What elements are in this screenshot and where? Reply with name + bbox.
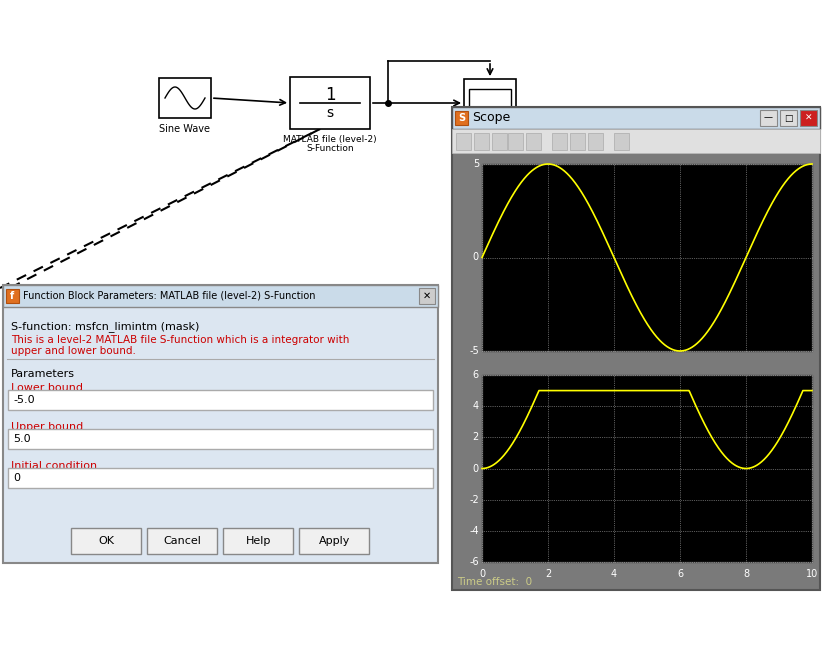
- Text: 0: 0: [473, 463, 479, 474]
- Text: 1: 1: [325, 86, 335, 104]
- Text: —: —: [764, 113, 773, 122]
- FancyBboxPatch shape: [454, 155, 818, 570]
- FancyBboxPatch shape: [800, 110, 817, 126]
- Text: 10: 10: [806, 569, 818, 579]
- Text: 0: 0: [479, 569, 485, 579]
- Text: □: □: [784, 113, 793, 122]
- Text: Cancel: Cancel: [163, 536, 201, 546]
- FancyBboxPatch shape: [8, 429, 433, 449]
- Text: upper and lower bound.: upper and lower bound.: [11, 346, 136, 356]
- Text: 5.0: 5.0: [13, 434, 30, 444]
- Text: Function Block Parameters: MATLAB file (level-2) S-Function: Function Block Parameters: MATLAB file (…: [23, 291, 316, 301]
- Text: Apply: Apply: [319, 536, 350, 546]
- Text: MATLAB file (level-2): MATLAB file (level-2): [283, 135, 377, 144]
- FancyBboxPatch shape: [290, 77, 370, 129]
- FancyBboxPatch shape: [508, 133, 523, 150]
- FancyBboxPatch shape: [552, 133, 567, 150]
- FancyBboxPatch shape: [526, 133, 541, 150]
- FancyBboxPatch shape: [760, 110, 777, 126]
- Text: 2: 2: [473, 432, 479, 442]
- FancyBboxPatch shape: [159, 78, 211, 118]
- FancyBboxPatch shape: [452, 129, 820, 153]
- Text: Scope: Scope: [472, 111, 510, 124]
- Text: Help: Help: [246, 536, 271, 546]
- FancyBboxPatch shape: [147, 528, 218, 554]
- FancyBboxPatch shape: [492, 133, 507, 150]
- FancyBboxPatch shape: [464, 79, 516, 127]
- FancyBboxPatch shape: [0, 0, 824, 198]
- Text: 6: 6: [677, 569, 683, 579]
- Text: f: f: [11, 291, 15, 301]
- Text: Parameters: Parameters: [11, 369, 75, 379]
- FancyBboxPatch shape: [419, 288, 435, 304]
- Text: OK: OK: [99, 536, 115, 546]
- Text: -5.0: -5.0: [13, 395, 35, 405]
- FancyBboxPatch shape: [482, 164, 812, 351]
- FancyBboxPatch shape: [8, 390, 433, 410]
- FancyBboxPatch shape: [6, 289, 19, 303]
- Text: -6: -6: [470, 557, 479, 567]
- Text: S-Function: S-Function: [307, 144, 353, 153]
- Text: Upper bound: Upper bound: [11, 422, 83, 432]
- FancyBboxPatch shape: [474, 133, 489, 150]
- FancyBboxPatch shape: [469, 89, 511, 119]
- Text: Initial condition: Initial condition: [11, 461, 97, 471]
- Text: -2: -2: [469, 495, 479, 505]
- Text: -4: -4: [470, 526, 479, 536]
- FancyBboxPatch shape: [452, 107, 820, 129]
- FancyBboxPatch shape: [780, 110, 797, 126]
- Text: 4: 4: [473, 401, 479, 411]
- FancyBboxPatch shape: [482, 375, 812, 562]
- Text: S-function: msfcn_limintm (mask): S-function: msfcn_limintm (mask): [11, 321, 199, 332]
- FancyBboxPatch shape: [570, 133, 585, 150]
- Text: S: S: [458, 113, 465, 123]
- Text: 8: 8: [743, 569, 749, 579]
- Text: s: s: [326, 106, 334, 120]
- FancyBboxPatch shape: [456, 133, 471, 150]
- Text: 4: 4: [611, 569, 617, 579]
- Text: ✕: ✕: [423, 291, 431, 301]
- FancyBboxPatch shape: [3, 285, 438, 563]
- FancyBboxPatch shape: [614, 133, 629, 150]
- Text: 0: 0: [473, 253, 479, 263]
- Text: Scope: Scope: [475, 133, 505, 143]
- FancyBboxPatch shape: [455, 111, 468, 125]
- Text: -5: -5: [469, 346, 479, 356]
- FancyBboxPatch shape: [8, 468, 433, 488]
- Text: 0: 0: [13, 473, 20, 483]
- FancyBboxPatch shape: [588, 133, 603, 150]
- Text: ✕: ✕: [805, 113, 812, 122]
- FancyBboxPatch shape: [72, 528, 142, 554]
- Text: 2: 2: [545, 569, 551, 579]
- Text: Time offset:  0: Time offset: 0: [457, 577, 532, 587]
- Text: This is a level-2 MATLAB file S-function which is a integrator with: This is a level-2 MATLAB file S-function…: [11, 335, 349, 345]
- Text: Lower bound: Lower bound: [11, 383, 83, 393]
- FancyBboxPatch shape: [299, 528, 369, 554]
- FancyBboxPatch shape: [223, 528, 293, 554]
- Text: 5: 5: [473, 159, 479, 169]
- FancyBboxPatch shape: [452, 107, 820, 590]
- Text: Sine Wave: Sine Wave: [160, 124, 210, 134]
- Text: 6: 6: [473, 370, 479, 380]
- FancyBboxPatch shape: [3, 285, 438, 307]
